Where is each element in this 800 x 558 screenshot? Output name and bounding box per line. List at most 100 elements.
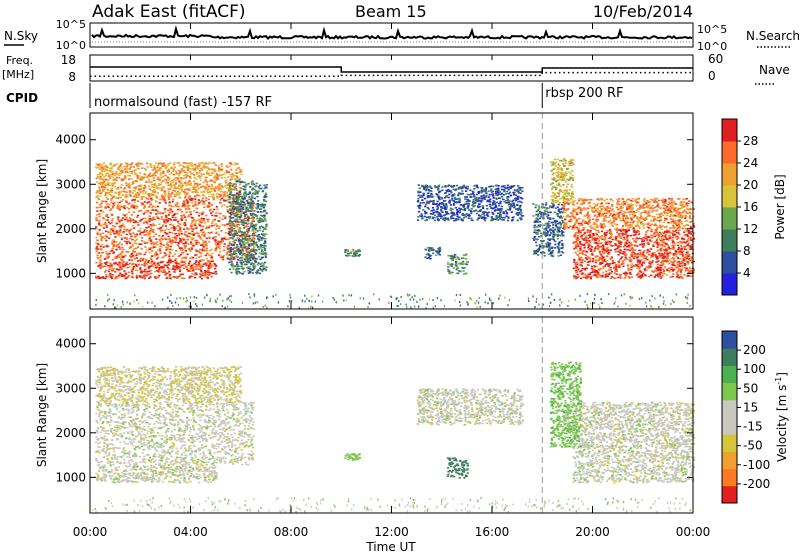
data-cell-morning-band-high (97, 174, 99, 176)
data-cell-upper-arc (510, 204, 512, 206)
data-cell-morning-band-mid (244, 214, 246, 216)
data-cell-morning-band-mid (134, 240, 136, 242)
data-cell-morning-band-mid (120, 220, 122, 222)
data-cell-patch-3 (463, 273, 465, 275)
data-cell-evening-band-high (616, 207, 618, 209)
data-cell-morning-band-mid (200, 244, 202, 246)
data-cell-morning-band-mid (136, 257, 138, 259)
data-cell-patch-3 (457, 267, 459, 269)
data-cell-morning-band-mid (174, 259, 176, 261)
data-cell-morning-band-mid (158, 235, 160, 237)
data-cell-morning-band-mid (122, 206, 124, 208)
data-cell-upper-arc (426, 219, 428, 221)
data-cell-morning-band-high (221, 166, 223, 168)
data-cell-upper-arc (456, 219, 458, 221)
data-cell-upper-arc (506, 212, 508, 214)
data-cell-morning-band-mid (170, 240, 172, 242)
data-cell-morning-band-high (185, 183, 187, 185)
data-cell-morning-band-mid (146, 249, 148, 251)
data-cell-dusk-edge (558, 251, 560, 253)
data-cell-morning-edge (242, 204, 244, 206)
data-cell-morning-band-mid (180, 241, 182, 243)
data-cell-morning-band-high (234, 178, 236, 180)
data-cell-upper-arc (474, 197, 476, 199)
data-cell-morning-band-low (200, 267, 202, 269)
data-cell-upper-arc (520, 219, 522, 221)
data-cell-patch-3 (449, 272, 451, 274)
data-cell-dusk-edge (555, 223, 557, 225)
data-cell-morning-band-high (137, 168, 139, 170)
data-cell-morning-band-mid (175, 239, 177, 241)
data-cell-morning-band-high (113, 196, 115, 198)
data-cell-morning-band-low (131, 276, 133, 278)
data-cell-morning-edge (238, 271, 240, 273)
data-cell-morning-band-mid (99, 225, 101, 227)
data-cell-morning-band-mid (150, 209, 152, 211)
data-cell-morning-edge (256, 250, 258, 252)
data-cell-upper-arc (428, 202, 430, 204)
data-cell-morning-band-mid (189, 257, 191, 259)
data-cell-morning-band-high (140, 189, 142, 191)
data-cell-morning-band-mid (160, 231, 162, 233)
data-cell-morning-band-low (168, 275, 170, 277)
data-cell-morning-edge (257, 264, 259, 266)
data-cell-morning-edge (254, 235, 256, 237)
data-cell-morning-band-high (187, 169, 189, 171)
data-cell-dusk-edge (544, 255, 546, 257)
data-cell-morning-band-low (148, 266, 150, 268)
data-cell-upper-arc (441, 206, 443, 208)
data-cell-morning-band-high (211, 184, 213, 186)
data-cell-upper-arc (492, 204, 494, 206)
data-cell-upper-arc (503, 219, 505, 221)
data-cell-morning-band-high (188, 184, 190, 186)
data-cell-dusk-edge (537, 214, 539, 216)
data-cell-morning-band-mid (140, 243, 142, 245)
data-cell-morning-edge (235, 215, 237, 217)
data-cell-morning-edge (263, 217, 265, 219)
data-cell-morning-band-mid (135, 255, 137, 257)
data-cell-upper-arc (465, 187, 467, 189)
data-cell-morning-band-mid (134, 258, 136, 260)
data-cell-morning-band-mid (151, 229, 153, 231)
data-cell-morning-edge (256, 193, 258, 195)
data-cell-patch-1 (352, 250, 354, 252)
data-cell-morning-band-high (129, 192, 131, 194)
data-cell-morning-band-mid (133, 211, 135, 213)
data-cell-upper-arc (421, 200, 423, 202)
data-cell-morning-band-mid (195, 226, 197, 228)
data-cell-morning-band-mid (176, 203, 178, 205)
data-cell-dusk-edge (557, 213, 559, 215)
data-cell-morning-band-high (153, 184, 155, 186)
data-cell-morning-band-mid (156, 216, 158, 218)
data-cell-morning-band-mid (215, 244, 217, 246)
data-cell-dusk-edge (543, 231, 545, 233)
data-cell-upper-arc (518, 192, 520, 194)
data-cell-upper-arc (448, 197, 450, 199)
data-cell-morning-band-low (210, 265, 212, 267)
data-cell-morning-band-mid (206, 248, 208, 250)
data-cell-morning-edge (229, 182, 231, 184)
data-cell-morning-band-high (129, 187, 131, 189)
data-cell-morning-band-mid (126, 229, 128, 231)
data-cell-patch-1 (344, 249, 346, 251)
data-cell-morning-edge (266, 267, 268, 269)
data-cell-dusk-edge (557, 206, 559, 208)
data-cell-upper-arc (445, 192, 447, 194)
data-cell-morning-band-low (206, 273, 208, 275)
data-cell-morning-band-mid (104, 222, 106, 224)
data-cell-morning-band-mid (143, 213, 145, 215)
data-cell-morning-edge (241, 267, 243, 269)
data-cell-dusk-edge (557, 238, 559, 240)
data-cell-dusk-edge (554, 244, 556, 246)
data-cell-morning-band-mid (145, 218, 147, 220)
data-cell-upper-arc (473, 188, 475, 190)
data-cell-morning-band-mid (153, 224, 155, 226)
data-cell-morning-band-high (221, 174, 223, 176)
data-cell-morning-band-high (216, 174, 218, 176)
data-cell-morning-band-high (135, 195, 137, 197)
data-cell-morning-band-high (205, 179, 207, 181)
data-cell-morning-band-mid (167, 248, 169, 250)
data-cell-morning-edge (235, 183, 237, 185)
data-cell-dusk-edge (547, 212, 549, 214)
